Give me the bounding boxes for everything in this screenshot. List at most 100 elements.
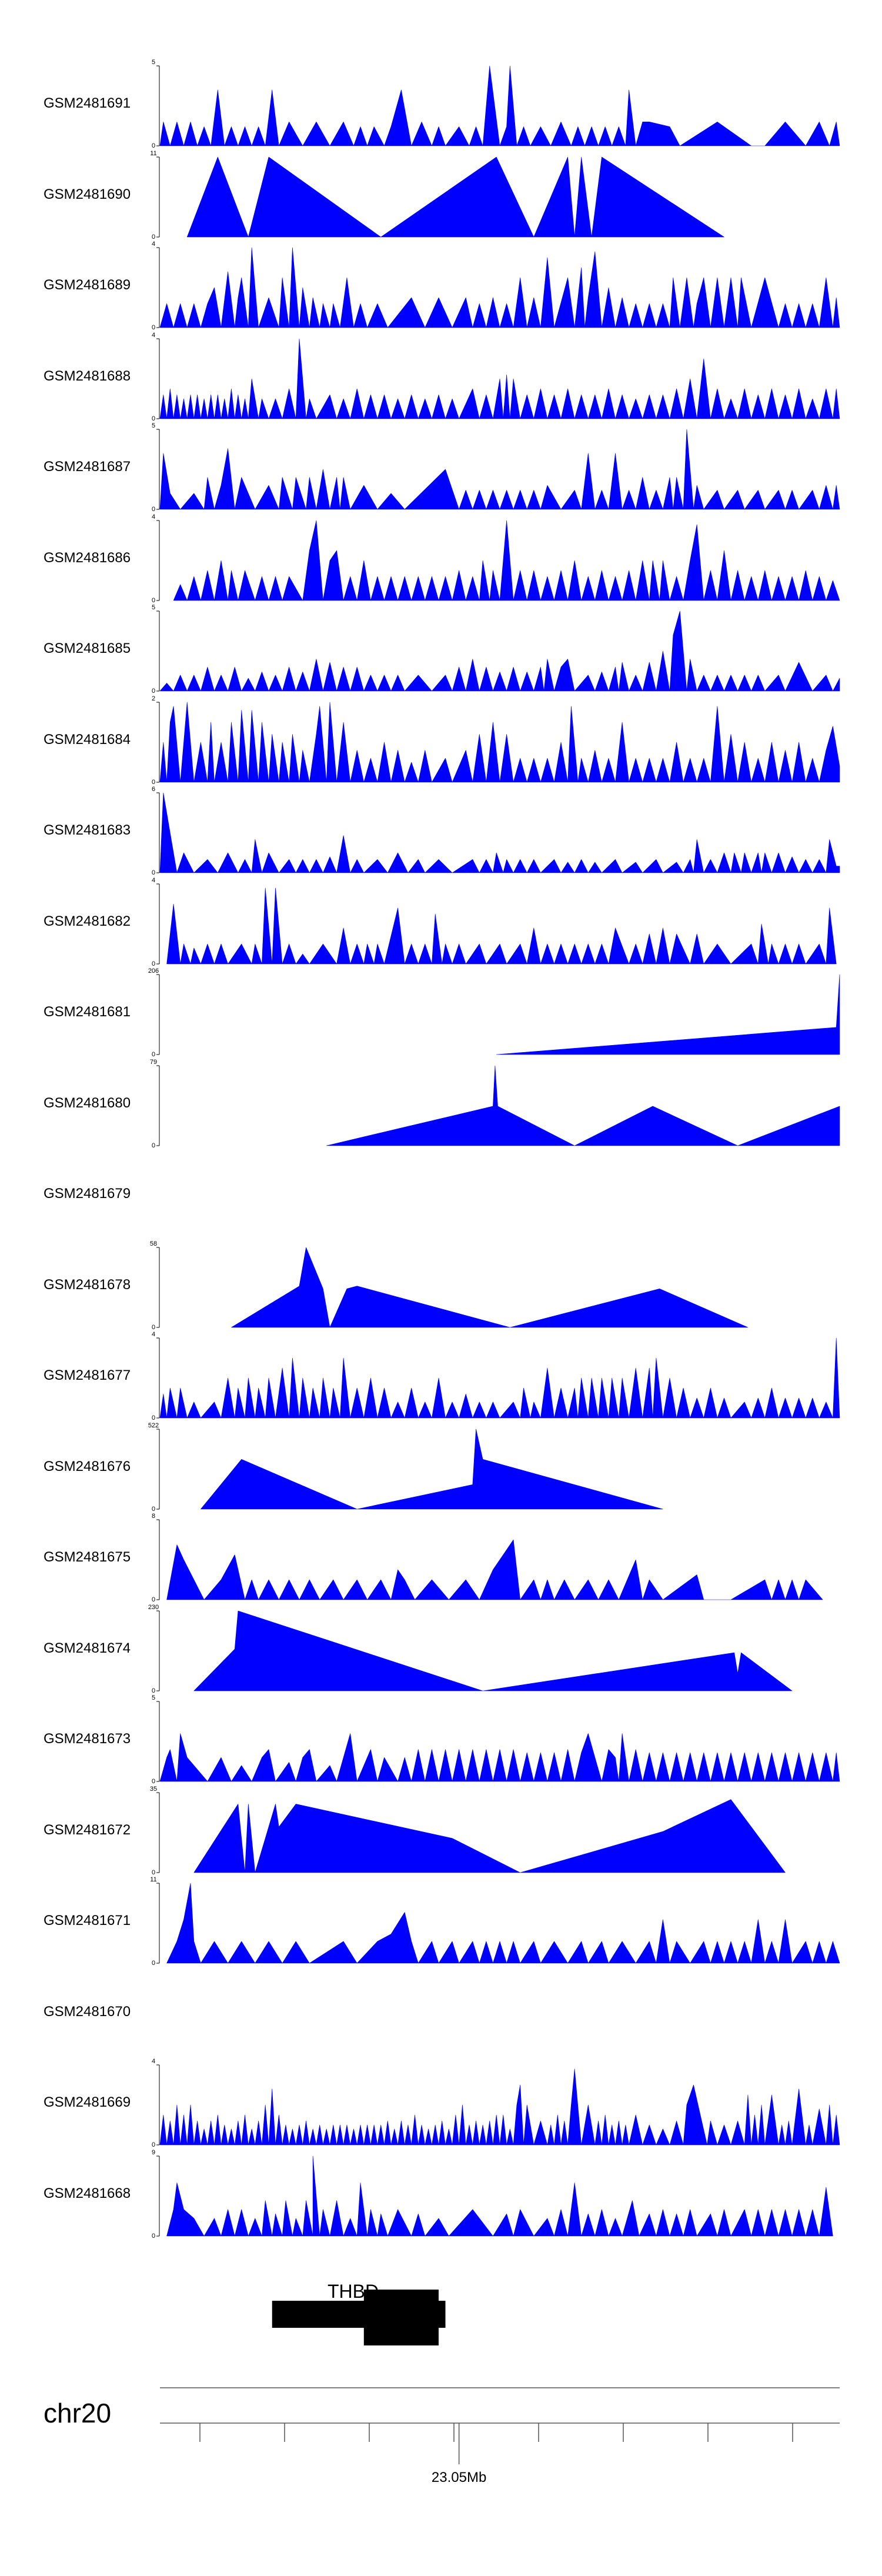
track-label: GSM2481684	[44, 732, 131, 748]
track-label: GSM2481685	[44, 640, 131, 656]
track-plot: 522 0	[148, 1422, 663, 1513]
y-axis-max-label: 5	[152, 604, 155, 611]
track-plot: 40	[152, 513, 840, 604]
track-plot: 40	[152, 1331, 840, 1422]
track-label: GSM2481672	[44, 1822, 131, 1838]
track-label: GSM2481676	[44, 1459, 131, 1474]
y-axis-zero-label: 0	[152, 869, 155, 876]
y-axis-max-label: 5	[152, 422, 155, 429]
coverage-area	[159, 1733, 840, 1782]
track-label: GSM2481674	[44, 1640, 131, 1656]
y-axis-zero-label: 0	[152, 1506, 155, 1513]
coverage-area	[193, 1799, 786, 1873]
y-axis-zero-label: 0	[152, 688, 155, 695]
y-axis-zero-label: 0	[152, 1596, 155, 1603]
gene-model	[272, 2290, 446, 2345]
coverage-area	[173, 520, 840, 601]
track-label: GSM2481673	[44, 1731, 131, 1747]
track-label: GSM2481671	[44, 1913, 131, 1928]
y-axis-max-label: 6	[152, 786, 155, 793]
track-GSM2481683: GSM2481683 6 0	[0, 783, 882, 876]
track-label: GSM2481668	[44, 2185, 131, 2201]
track-GSM2481679: GSM2481679	[0, 1146, 882, 1237]
y-axis-max-label: 522	[148, 1422, 159, 1429]
track-plot: 11 0	[150, 1876, 840, 1967]
track-GSM2481677: GSM2481677 4 0	[0, 1328, 882, 1422]
y-axis-zero-label: 0	[152, 960, 155, 967]
axis-position-label: 23.05Mb	[432, 2470, 486, 2485]
y-axis-max-label: 4	[152, 2058, 155, 2065]
coverage-area	[159, 702, 840, 783]
coverage-area	[231, 1247, 749, 1328]
y-axis-max-label: 5	[152, 59, 155, 66]
y-axis-max-label: 4	[152, 1331, 155, 1338]
y-axis-max-label: 206	[148, 967, 159, 975]
track-GSM2481670: GSM2481670	[0, 1964, 882, 2056]
coverage-area	[186, 156, 724, 238]
y-axis-zero-label: 0	[152, 415, 155, 422]
y-axis-max-label: 4	[152, 241, 155, 248]
track-label: GSM2481678	[44, 1277, 131, 1293]
y-axis-zero-label: 0	[152, 1778, 155, 1785]
track-plot: 40	[152, 877, 837, 967]
track-GSM2481671: GSM2481671 11 0	[0, 1873, 882, 1967]
track-GSM2481669: GSM2481669 4 0	[0, 2055, 882, 2148]
gene-exon-block	[363, 2290, 439, 2345]
y-axis-max-label: 8	[152, 1513, 155, 1520]
track-label: GSM2481689	[44, 277, 131, 293]
coverage-area	[159, 610, 840, 692]
coverage-area	[326, 1065, 840, 1146]
track-GSM2481681: GSM2481681 206 0	[0, 965, 882, 1058]
y-axis-max-label: 58	[150, 1240, 157, 1247]
track-GSM2481676: GSM2481676 522 0	[0, 1419, 882, 1513]
genome-axis: 23.05Mb	[160, 2387, 840, 2485]
track-label: GSM2481687	[44, 459, 131, 475]
track-label: GSM2481675	[44, 1549, 131, 1565]
track-label: GSM2481670	[44, 2004, 131, 2020]
track-plot: 90	[152, 2149, 833, 2240]
track-GSM2481673: GSM2481673 5 0	[0, 1691, 882, 1785]
coverage-area	[166, 887, 837, 965]
track-label: GSM2481683	[44, 822, 131, 838]
y-axis-max-label: 11	[150, 1876, 156, 1883]
track-plot: 50	[152, 422, 840, 513]
coverage-area	[496, 974, 840, 1055]
track-label: GSM2481682	[44, 913, 131, 929]
y-axis-zero-label: 0	[152, 779, 155, 786]
coverage-area	[159, 429, 840, 510]
coverage-area	[159, 1337, 840, 1419]
y-axis-zero-label: 0	[152, 1960, 155, 1967]
coverage-area	[159, 2068, 840, 2145]
track-label: GSM2481679	[44, 1186, 131, 1202]
track-plot: 40	[152, 2058, 840, 2148]
coverage-area	[193, 1610, 793, 1691]
track-GSM2481672: GSM2481672 35 0	[0, 1783, 882, 1876]
track-GSM2481689: GSM2481689 4 0	[0, 238, 882, 331]
track-label: GSM2481677	[44, 1367, 131, 1383]
track-plot: 58 0	[150, 1240, 749, 1331]
coverage-area	[159, 247, 840, 328]
chromosome-label: chr20	[44, 2398, 112, 2428]
track-plot: 40	[152, 332, 840, 422]
track-plot: 11 0	[150, 150, 724, 241]
track-plot: 20	[152, 695, 840, 786]
y-axis-max-label: 230	[148, 1604, 159, 1611]
track-GSM2481685: GSM2481685 5 0	[0, 601, 882, 695]
track-GSM2481668: GSM2481668 9 0	[0, 2146, 882, 2240]
y-axis-zero-label: 0	[152, 2141, 155, 2148]
coverage-area	[159, 65, 840, 146]
y-axis-zero-label: 0	[152, 233, 155, 241]
track-GSM2481680: GSM2481680 79 0	[0, 1056, 882, 1149]
track-plot: 60	[152, 786, 840, 876]
track-label: GSM2481669	[44, 2094, 131, 2110]
y-axis-max-label: 79	[150, 1059, 157, 1066]
y-axis-zero-label: 0	[152, 1687, 155, 1694]
track-GSM2481690: GSM2481690 11 0	[0, 147, 882, 241]
track-GSM2481688: GSM2481688 4 0	[0, 329, 882, 422]
track-GSM2481682: GSM2481682 4 0	[0, 874, 882, 967]
track-GSM2481678: GSM2481678 58 0	[0, 1237, 882, 1331]
track-label: GSM2481686	[44, 550, 131, 566]
coverage-area	[166, 1883, 840, 1964]
